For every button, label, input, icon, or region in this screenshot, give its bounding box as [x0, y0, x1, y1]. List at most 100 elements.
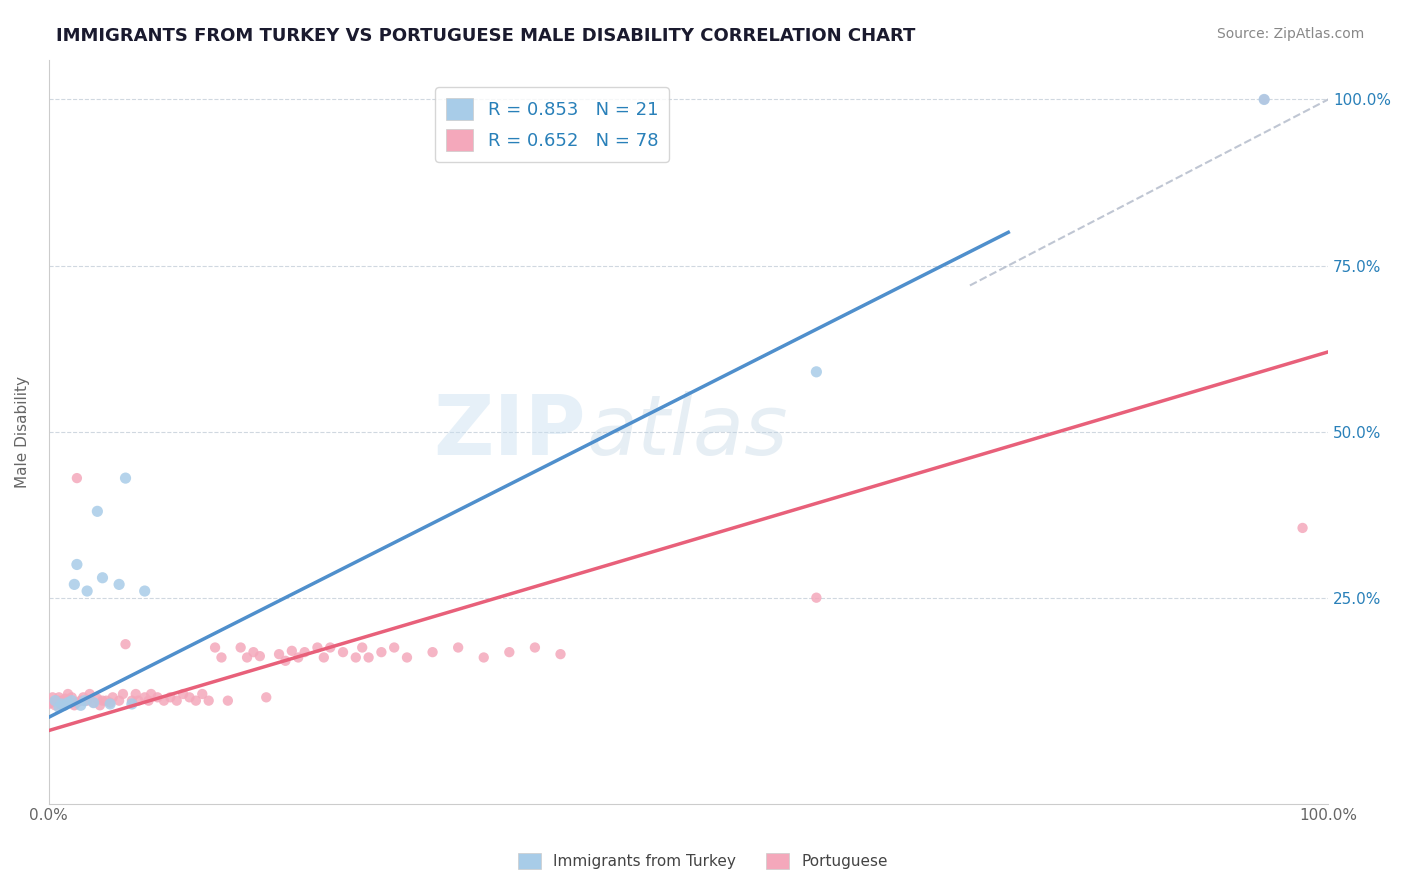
- Point: [39, 696, 62, 710]
- Point: [76, 693, 98, 707]
- Point: [191, 687, 214, 701]
- Point: [197, 693, 219, 707]
- Point: [127, 693, 149, 707]
- Point: [53, 698, 76, 713]
- Point: [236, 650, 259, 665]
- Point: [344, 650, 367, 665]
- Point: [125, 687, 148, 701]
- Point: [56, 693, 79, 707]
- Point: [211, 650, 233, 665]
- Point: [53, 696, 76, 710]
- Point: [66, 558, 89, 572]
- Point: [108, 577, 131, 591]
- Point: [48, 690, 70, 705]
- Point: [60, 693, 83, 707]
- Point: [395, 650, 418, 665]
- Point: [550, 647, 572, 661]
- Point: [242, 645, 264, 659]
- Point: [111, 687, 134, 701]
- Point: [44, 698, 66, 713]
- Text: atlas: atlas: [586, 391, 787, 472]
- Point: [357, 650, 380, 665]
- Point: [96, 693, 118, 707]
- Point: [254, 690, 277, 705]
- Point: [1291, 521, 1313, 535]
- Point: [472, 650, 495, 665]
- Point: [98, 696, 121, 710]
- Point: [179, 690, 201, 705]
- Point: [204, 640, 226, 655]
- Point: [41, 690, 63, 705]
- Point: [101, 690, 124, 705]
- Point: [56, 696, 79, 710]
- Point: [83, 696, 105, 710]
- Point: [332, 645, 354, 659]
- Point: [51, 698, 73, 713]
- Point: [274, 654, 297, 668]
- Point: [56, 687, 79, 701]
- Point: [523, 640, 546, 655]
- Point: [79, 687, 101, 701]
- Point: [370, 645, 392, 659]
- Text: Source: ZipAtlas.com: Source: ZipAtlas.com: [1216, 27, 1364, 41]
- Text: IMMIGRANTS FROM TURKEY VS PORTUGUESE MALE DISABILITY CORRELATION CHART: IMMIGRANTS FROM TURKEY VS PORTUGUESE MAL…: [56, 27, 915, 45]
- Point: [60, 690, 83, 705]
- Point: [267, 647, 290, 661]
- Point: [51, 693, 73, 707]
- Point: [447, 640, 470, 655]
- Point: [63, 698, 86, 713]
- Point: [98, 697, 121, 711]
- Point: [89, 698, 111, 713]
- Point: [48, 700, 70, 714]
- Point: [72, 690, 94, 705]
- Point: [498, 645, 520, 659]
- Point: [86, 691, 108, 706]
- Point: [114, 471, 136, 485]
- Point: [66, 696, 89, 710]
- Point: [217, 693, 239, 707]
- Point: [146, 690, 169, 705]
- Point: [59, 696, 82, 710]
- Point: [46, 693, 69, 707]
- Point: [134, 690, 156, 705]
- Y-axis label: Male Disability: Male Disability: [15, 376, 30, 488]
- Point: [159, 690, 181, 705]
- Point: [312, 650, 335, 665]
- Point: [134, 584, 156, 599]
- Point: [307, 640, 329, 655]
- Point: [1253, 93, 1275, 107]
- Point: [1253, 93, 1275, 107]
- Point: [229, 640, 252, 655]
- Legend: R = 0.853   N = 21, R = 0.652   N = 78: R = 0.853 N = 21, R = 0.652 N = 78: [436, 87, 669, 162]
- Point: [121, 693, 143, 707]
- Point: [352, 640, 374, 655]
- Legend: Immigrants from Turkey, Portuguese: Immigrants from Turkey, Portuguese: [512, 847, 894, 875]
- Point: [83, 696, 105, 710]
- Point: [44, 693, 66, 707]
- Point: [114, 637, 136, 651]
- Point: [249, 649, 271, 664]
- Point: [69, 698, 91, 713]
- Point: [76, 584, 98, 599]
- Point: [319, 640, 342, 655]
- Point: [139, 687, 162, 701]
- Point: [382, 640, 405, 655]
- Point: [86, 504, 108, 518]
- Point: [287, 650, 309, 665]
- Point: [73, 693, 96, 707]
- Point: [69, 693, 91, 707]
- Point: [281, 644, 304, 658]
- Point: [153, 693, 176, 707]
- Point: [66, 471, 89, 485]
- Point: [166, 693, 188, 707]
- Point: [172, 687, 194, 701]
- Point: [63, 577, 86, 591]
- Point: [38, 697, 60, 711]
- Point: [806, 591, 828, 605]
- Point: [55, 691, 77, 706]
- Point: [51, 697, 73, 711]
- Point: [422, 645, 444, 659]
- Point: [806, 365, 828, 379]
- Point: [138, 693, 160, 707]
- Point: [184, 693, 207, 707]
